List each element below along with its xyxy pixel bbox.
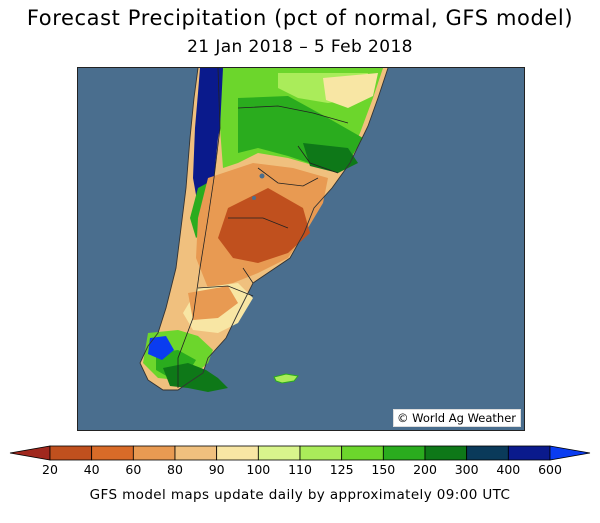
coastline [139, 68, 389, 391]
region-chile-blue [193, 68, 226, 206]
legend-tick-label: 400 [496, 462, 521, 477]
legend-tick-label: 300 [454, 462, 479, 477]
region-interior-darkorange [218, 188, 310, 263]
legend-swatch-110-125 [299, 445, 343, 461]
legend-swatch-90-100 [216, 445, 259, 461]
legend-tick-label: 20 [42, 462, 58, 477]
legend-tick-label: 90 [208, 462, 225, 477]
legend-tick-label: 125 [329, 462, 354, 477]
color-legend-ticks: 20 40 60 80 90 100 110 125 150 200 300 400 600 [0, 462, 600, 478]
legend-swatch-150-200 [382, 445, 426, 461]
legend-tick-label: 80 [167, 462, 183, 477]
region-south-chile-blue [148, 336, 174, 360]
legend-swatch--20 [9, 445, 51, 461]
precipitation-map: © World Ag Weather [77, 67, 525, 431]
legend-swatch--600 [549, 445, 591, 461]
legend-swatch-400-600 [507, 445, 551, 461]
map-title: Forecast Precipitation (pct of normal, G… [26, 6, 574, 30]
legend-tick-label: 600 [538, 462, 562, 477]
map-graphic [78, 68, 524, 430]
falkland-islands [273, 373, 299, 384]
legend-swatch-80-90 [174, 445, 218, 461]
legend-tick-label: 150 [371, 462, 396, 477]
color-legend-bar [9, 445, 591, 461]
legend-tick-label: 110 [288, 462, 312, 477]
legend-tick-label: 200 [413, 462, 437, 477]
date-range-subtitle: 21 Jan 2018 – 5 Feb 2018 [187, 37, 413, 57]
legend-swatch-100-110 [257, 445, 301, 461]
lake [252, 196, 256, 200]
legend-swatch-60-80 [132, 445, 176, 461]
region-patagonia-orange [188, 286, 238, 320]
legend-tick-label: 100 [246, 462, 271, 477]
legend-tick-label: 60 [125, 462, 142, 477]
country-borders [177, 68, 349, 388]
lake [259, 173, 265, 179]
legend-swatch-125-150 [341, 445, 384, 461]
update-note: GFS model maps update daily by approxima… [89, 487, 511, 503]
region-brazil-tan [323, 73, 378, 108]
legend-swatch-300-400 [466, 445, 509, 461]
legend-swatch-40-60 [91, 445, 134, 461]
legend-tick-label: 40 [83, 462, 100, 477]
legend-swatch-20-40 [49, 445, 93, 461]
map-credit: © World Ag Weather [392, 409, 521, 427]
legend-swatch-200-300 [424, 445, 468, 461]
